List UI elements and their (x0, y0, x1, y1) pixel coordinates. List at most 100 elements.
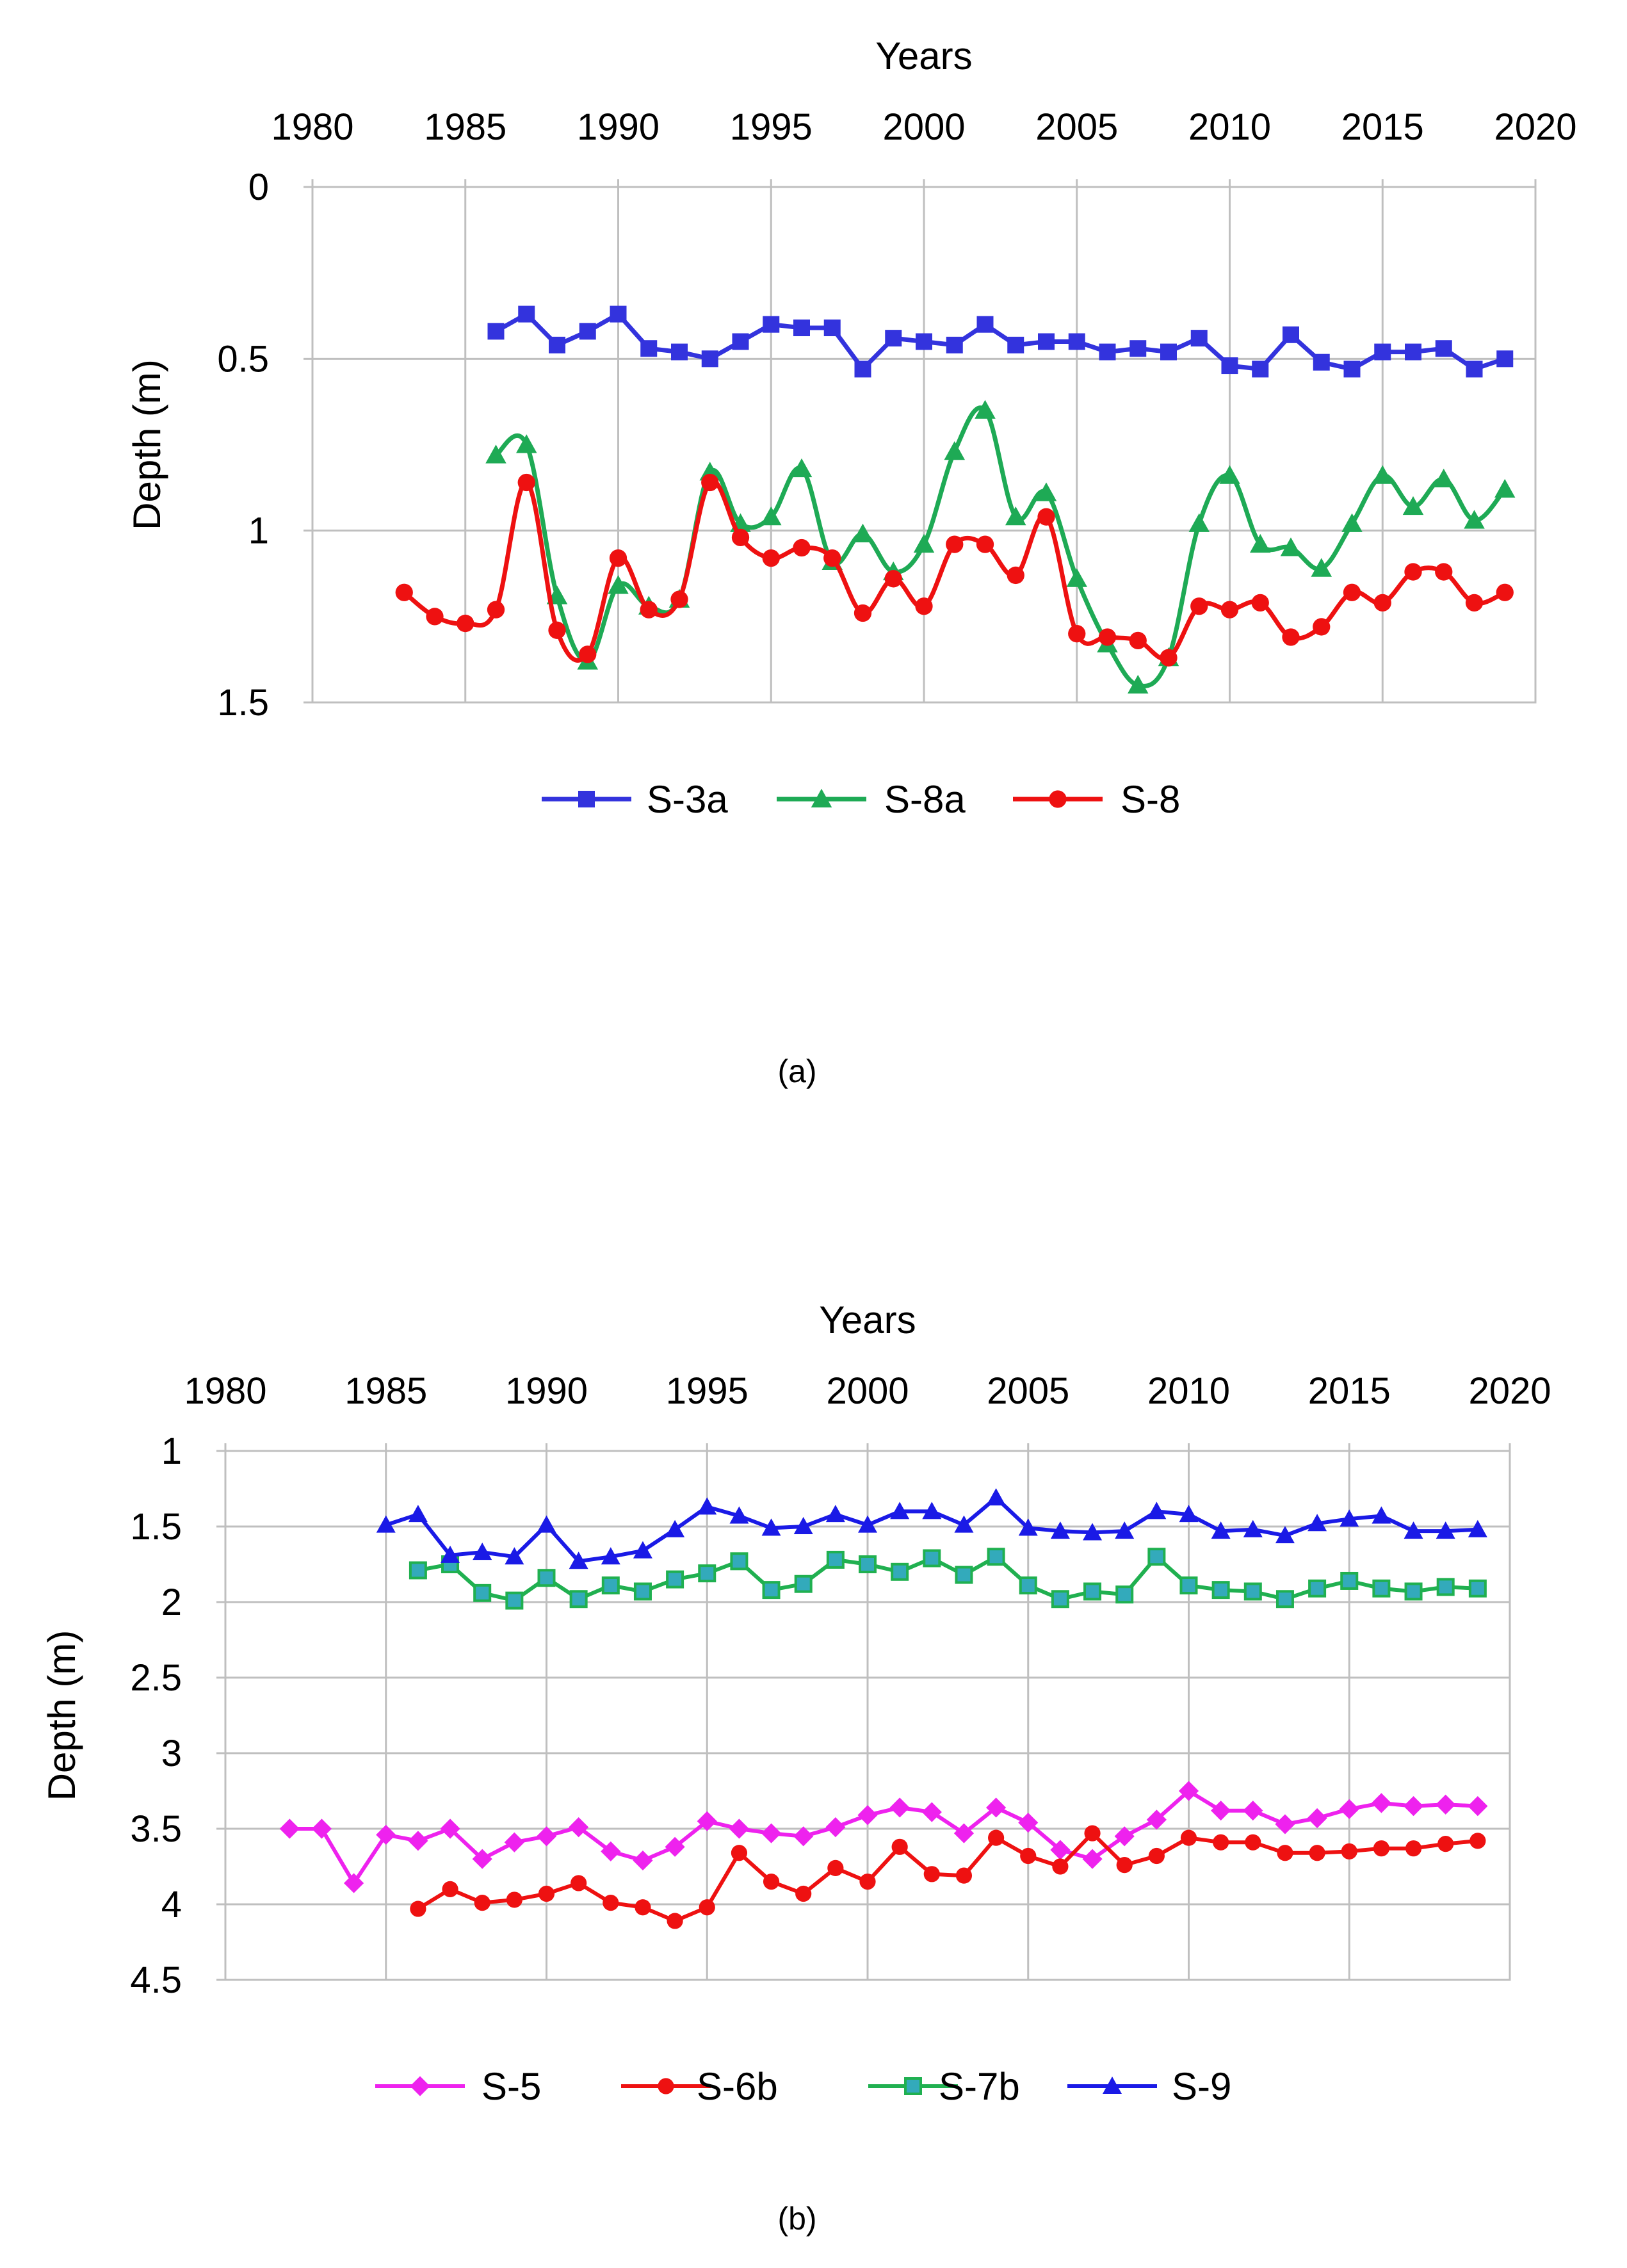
legend-label: S-8 (1121, 778, 1180, 821)
data-point (1251, 594, 1269, 612)
data-point (549, 336, 565, 353)
data-point (569, 1551, 588, 1569)
legend-label: S-9 (1172, 2065, 1231, 2108)
data-point (1371, 1793, 1391, 1813)
legend-marker (904, 2077, 922, 2095)
data-point (1468, 1579, 1487, 1598)
data-point (1403, 1796, 1424, 1817)
data-point (1313, 353, 1330, 371)
data-point (1308, 1579, 1327, 1598)
x-tick-label: 1980 (271, 106, 353, 148)
x-tick-label: 1995 (730, 106, 813, 148)
data-point (1211, 1521, 1231, 1539)
y-tick-label: 4.5 (130, 1959, 182, 2001)
data-point (1148, 1847, 1165, 1865)
data-point (1374, 343, 1391, 360)
data-point (1494, 479, 1516, 498)
data-point (1245, 1834, 1261, 1851)
data-point (921, 1802, 942, 1822)
caption-b: (b) (777, 2201, 816, 2237)
data-point (1052, 1858, 1069, 1875)
data-point (1160, 649, 1178, 667)
legend-marker (658, 2078, 674, 2094)
series-s-5 (279, 1781, 1488, 1893)
y-tick-label: 1 (248, 510, 269, 552)
data-point (1275, 1526, 1295, 1544)
data-point (1468, 1796, 1488, 1817)
data-point (923, 1866, 940, 1883)
data-point (665, 1519, 685, 1537)
x-tick-label: 1985 (344, 1370, 427, 1412)
data-point (1179, 1576, 1198, 1595)
data-point (1469, 1833, 1486, 1849)
data-point (1129, 631, 1147, 650)
x-tick-label: 2010 (1147, 1370, 1230, 1412)
data-point (827, 1859, 844, 1876)
data-point (793, 539, 811, 557)
data-point (408, 1831, 428, 1851)
data-point (1005, 506, 1026, 526)
data-point (311, 1818, 332, 1839)
data-point (506, 1891, 522, 1908)
data-point (548, 621, 566, 639)
data-point (1243, 1582, 1262, 1601)
data-point (1083, 1582, 1102, 1601)
data-point (640, 601, 658, 619)
x-tick-label: 2000 (826, 1370, 909, 1412)
data-point (1018, 1812, 1039, 1833)
data-point (408, 1505, 428, 1523)
data-point (1372, 465, 1393, 484)
data-point (1435, 563, 1453, 581)
data-point (569, 1817, 589, 1838)
data-point (1180, 1829, 1197, 1846)
data-point (885, 330, 902, 347)
data-point (731, 1845, 747, 1861)
data-point (1147, 1548, 1166, 1566)
data-point (795, 1885, 812, 1902)
data-point (729, 1818, 749, 1839)
data-point (857, 1805, 878, 1826)
data-point (1219, 465, 1240, 484)
data-point (473, 1543, 492, 1560)
data-point (854, 604, 872, 622)
data-point (891, 1838, 908, 1855)
data-point (944, 441, 965, 460)
data-point (1496, 583, 1514, 601)
legend-marker (410, 2076, 430, 2096)
x-tick-label: 2005 (1035, 106, 1118, 148)
data-point (988, 1829, 1005, 1846)
chart-b: 1980 1985 1990 1995 2000 2005 2010 2015 2020 1 1.5… (40, 1299, 1551, 2108)
data-point (889, 1797, 910, 1818)
y-tick-label: 0.5 (217, 338, 269, 380)
data-point (601, 1576, 620, 1595)
data-point (1435, 340, 1452, 357)
x-axis-title: Years (819, 1299, 916, 1341)
data-point (536, 1826, 557, 1847)
x-tick-label: 2015 (1341, 106, 1424, 148)
data-point (884, 570, 902, 588)
data-point (640, 340, 658, 357)
data-point (794, 1575, 813, 1593)
y-axis-title: Depth (m) (125, 359, 168, 530)
series-s-6b (410, 1825, 1486, 1929)
data-point (1084, 1825, 1101, 1842)
data-point (823, 320, 841, 337)
data-point (915, 597, 933, 615)
data-point (1405, 1840, 1422, 1857)
data-point (1099, 343, 1116, 360)
data-point (603, 1895, 619, 1911)
data-point (1178, 1781, 1199, 1801)
data-point (1160, 343, 1177, 360)
data-point (763, 316, 780, 333)
data-point (409, 1561, 427, 1580)
data-point (1068, 625, 1086, 643)
x-tick-label: 1990 (505, 1370, 588, 1412)
legend-label: S-3a (647, 778, 728, 821)
data-point (1402, 496, 1424, 515)
data-point (610, 305, 627, 323)
data-point (954, 1515, 974, 1533)
x-tick-label: 1980 (184, 1370, 266, 1412)
data-point (1243, 1801, 1263, 1821)
data-point (1213, 1834, 1229, 1851)
data-point (601, 1547, 620, 1565)
